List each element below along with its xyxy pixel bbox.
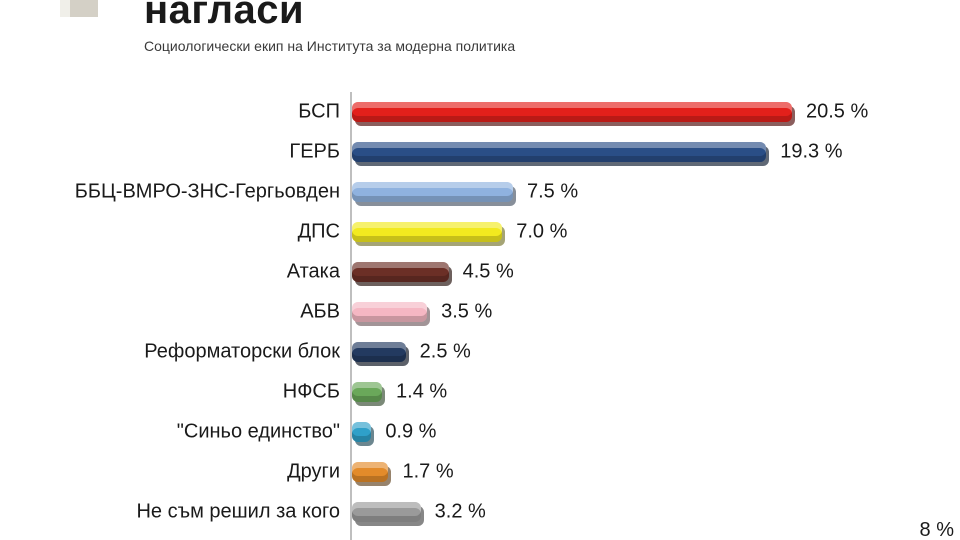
value-label: 3.2 % — [435, 501, 486, 524]
chart-row: Други 1.7 % — [0, 452, 960, 492]
category-label: Други — [287, 461, 340, 484]
category-label: БСП — [298, 101, 340, 124]
bar — [352, 502, 421, 522]
logo-fragment-icon — [70, 0, 98, 17]
value-label: 2.5 % — [420, 341, 471, 364]
poll-bar-chart: БСП 20.5 % ГЕРБ 19.3 % ББЦ-ВМРО-ЗНС-Гергьовд… — [0, 92, 960, 532]
value-label: 20.5 % — [806, 101, 868, 124]
poll-chart-page: нагласи Социологически екип на Института… — [0, 0, 960, 540]
category-label: АБВ — [300, 301, 340, 324]
category-label: ББЦ-ВМРО-ЗНС-Гергьовден — [75, 181, 340, 204]
bar — [352, 382, 382, 402]
value-label: 19.3 % — [780, 141, 842, 164]
bar — [352, 222, 502, 242]
chart-row: Реформаторски блок 2.5 % — [0, 332, 960, 372]
page-title: нагласи — [144, 0, 304, 33]
chart-row: БСП 20.5 % — [0, 92, 960, 132]
bar — [352, 142, 766, 162]
chart-row: АБВ 3.5 % — [0, 292, 960, 332]
value-label: 3.5 % — [441, 301, 492, 324]
cutoff-value-fragment: 8 % — [920, 519, 954, 540]
value-label: 7.0 % — [516, 221, 567, 244]
category-label: ДПС — [298, 221, 340, 244]
value-label: 1.7 % — [402, 461, 453, 484]
category-label: ГЕРБ — [289, 141, 340, 164]
chart-row: ГЕРБ 19.3 % — [0, 132, 960, 172]
bar — [352, 182, 513, 202]
category-label: Атака — [287, 261, 340, 284]
category-label: НФСБ — [283, 381, 340, 404]
chart-row: Не съм решил за кого 3.2 % — [0, 492, 960, 532]
value-label: 7.5 % — [527, 181, 578, 204]
chart-row: НФСБ 1.4 % — [0, 372, 960, 412]
category-label: Реформаторски блок — [144, 341, 340, 364]
category-label: Не съм решил за кого — [136, 501, 340, 524]
bar — [352, 302, 427, 322]
bar — [352, 342, 406, 362]
category-label: "Синьо единство" — [177, 421, 340, 444]
page-subtitle: Социологически екип на Института за моде… — [144, 38, 515, 54]
value-label: 4.5 % — [463, 261, 514, 284]
chart-row: ДПС 7.0 % — [0, 212, 960, 252]
bar — [352, 102, 792, 122]
bar — [352, 462, 388, 482]
chart-row: "Синьо единство" 0.9 % — [0, 412, 960, 452]
value-label: 0.9 % — [385, 421, 436, 444]
chart-row: Атака 4.5 % — [0, 252, 960, 292]
value-label: 1.4 % — [396, 381, 447, 404]
bar — [352, 422, 371, 442]
chart-row: ББЦ-ВМРО-ЗНС-Гергьовден 7.5 % — [0, 172, 960, 212]
bar — [352, 262, 449, 282]
